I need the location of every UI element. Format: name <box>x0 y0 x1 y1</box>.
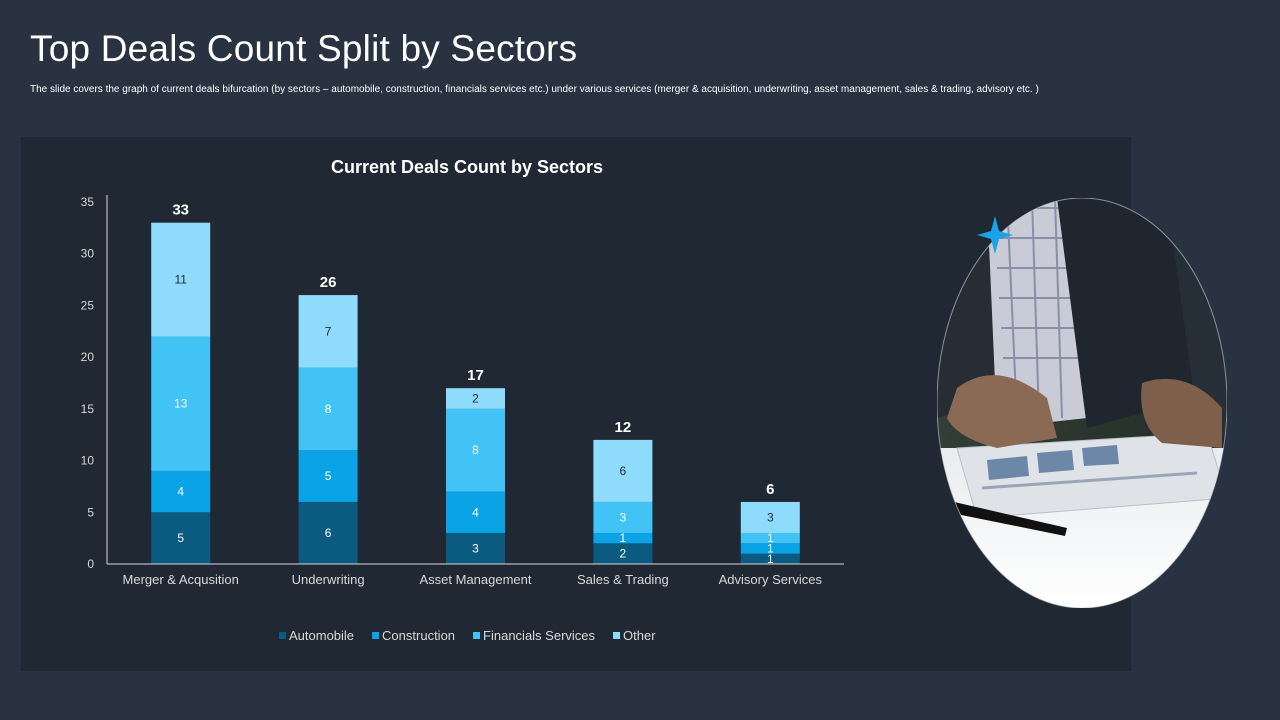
segment-value-label: 1 <box>767 552 774 566</box>
segment-value-label: 5 <box>325 469 332 483</box>
bar-segment-automobile <box>298 501 358 564</box>
legend-swatch <box>279 632 286 639</box>
bar-segment-other <box>298 295 358 368</box>
bar-segment-construction <box>740 543 800 554</box>
legend-swatch <box>613 632 621 639</box>
legend-swatch <box>473 632 481 639</box>
segment-value-label: 4 <box>472 505 479 519</box>
x-category-label: Underwriting <box>292 572 365 587</box>
bar-segment-other <box>740 501 800 533</box>
segment-value-label: 7 <box>325 324 332 338</box>
segment-value-label: 3 <box>620 510 627 524</box>
x-category-label: Advisory Services <box>719 572 823 587</box>
y-tick-label: 25 <box>81 298 95 312</box>
bar-segment-automobile <box>151 512 211 564</box>
slide-subtitle: The slide covers the graph of current de… <box>30 84 1039 95</box>
y-axis: 0 5 10 15 20 25 30 35 <box>81 195 108 571</box>
segment-value-label: 6 <box>325 526 332 540</box>
bar-segment-financials-services <box>446 408 505 492</box>
bar-segment-construction <box>298 450 358 502</box>
y-tick-label: 0 <box>87 557 94 571</box>
legend-label: Other <box>623 628 656 643</box>
y-tick-label: 5 <box>87 505 94 519</box>
bar-segment-automobile <box>740 553 800 564</box>
bar-segment-other <box>593 439 653 502</box>
segment-value-label: 1 <box>620 531 627 545</box>
slide-title: Top Deals Count Split by Sectors <box>30 28 578 69</box>
x-category-label: Merger & Acqusition <box>123 572 239 587</box>
y-tick-label: 15 <box>81 402 95 416</box>
y-tick-label: 35 <box>81 195 95 209</box>
segment-value-label: 3 <box>767 510 774 524</box>
segment-value-label: 6 <box>620 464 627 478</box>
segment-value-label: 1 <box>767 531 774 545</box>
legend-swatch <box>372 632 380 639</box>
bar-total-label: 17 <box>467 367 484 384</box>
x-category-label: Sales & Trading <box>577 572 669 587</box>
bar-total-label: 6 <box>766 481 774 498</box>
stacked-bar-chart: Current Deals Count by Sectors 051015202… <box>81 157 844 643</box>
segment-value-label: 13 <box>174 397 188 411</box>
legend-label: Financials Services <box>483 628 595 643</box>
bar-segment-construction <box>593 532 653 544</box>
y-tick-label: 10 <box>81 454 95 468</box>
segment-value-label: 8 <box>472 443 479 457</box>
x-axis: Merger & Acqusition Underwriting Asset Man… <box>107 563 844 587</box>
bar-segment-construction <box>151 470 211 513</box>
bar-total-label: 12 <box>615 419 632 436</box>
segment-value-label: 8 <box>325 402 332 416</box>
bar-segment-construction <box>446 491 505 533</box>
legend-label: Construction <box>382 628 455 643</box>
legend-label: Automobile <box>289 628 354 643</box>
chart-title: Current Deals Count by Sectors <box>331 157 603 177</box>
bar-stack: 5 4 13 11 33 <box>151 202 211 564</box>
bar-segment-financials-services <box>151 336 211 471</box>
bar-segment-financials-services <box>740 532 800 544</box>
bar-segment-financials-services <box>298 367 358 451</box>
segment-value-label: 4 <box>177 485 184 499</box>
legend: Automobile Construction Financials Service… <box>279 628 656 643</box>
business-tablet-photo <box>936 197 1228 609</box>
bar-segment-automobile <box>446 532 505 564</box>
star-icon <box>977 216 1013 254</box>
bar-total-label: 26 <box>320 274 337 291</box>
bar-segment-automobile <box>593 543 653 564</box>
bar-segment-other <box>151 222 211 337</box>
x-category-label: Asset Management <box>419 572 531 587</box>
bar-stack: 3 4 8 2 17 <box>446 367 505 564</box>
bar-segment-other <box>446 388 505 409</box>
y-tick-label: 20 <box>81 350 95 364</box>
bar-segment-financials-services <box>593 501 653 533</box>
bar-stack: 2 1 3 6 12 <box>593 419 653 564</box>
bar-stack: 6 5 8 7 26 <box>298 274 358 564</box>
segment-value-label: 1 <box>767 541 774 555</box>
bar-total-label: 33 <box>172 202 189 219</box>
segment-value-label: 2 <box>472 392 479 406</box>
segment-value-label: 2 <box>620 547 627 561</box>
y-tick-label: 30 <box>81 247 95 261</box>
segment-value-label: 3 <box>472 541 479 555</box>
segment-value-label: 11 <box>174 273 187 287</box>
segment-value-label: 5 <box>177 531 184 545</box>
